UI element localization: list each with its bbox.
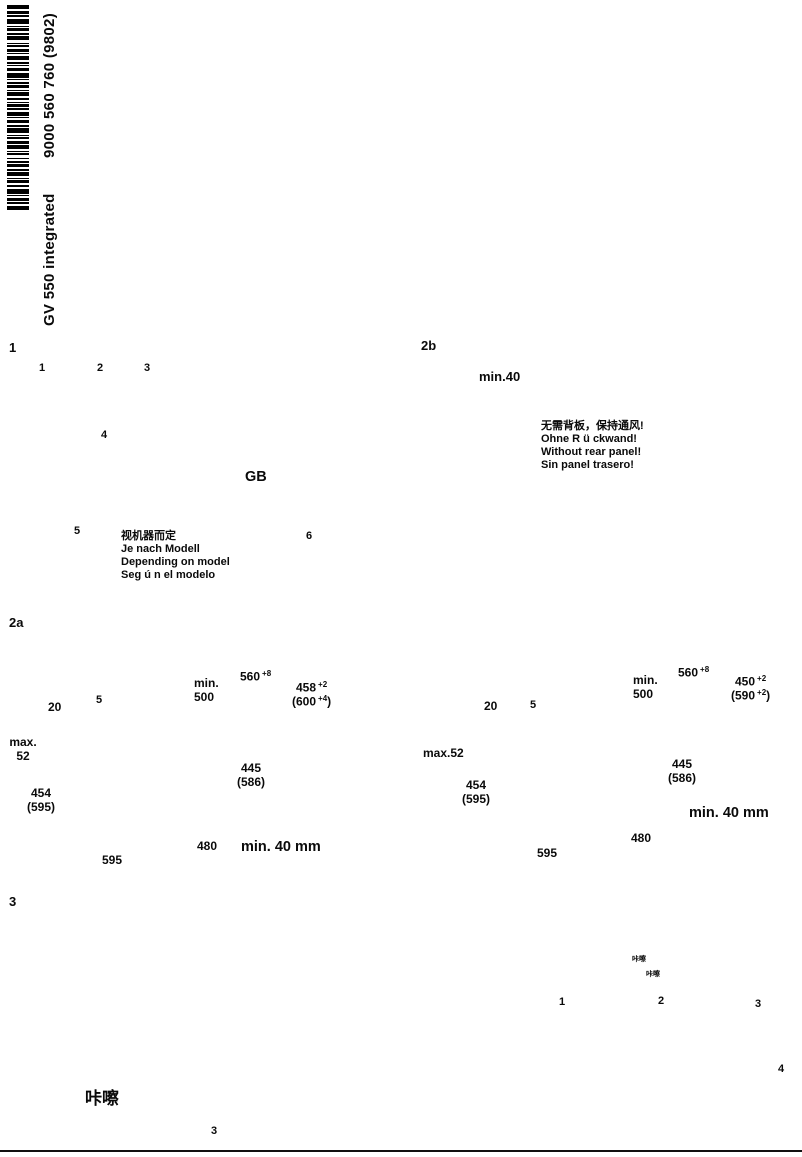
section3-label: 3 xyxy=(9,894,17,909)
left-dim-454: 454 (595) xyxy=(26,786,55,814)
right-dim-450: 450 +2 xyxy=(735,674,767,689)
min-gap-40: min.40 xyxy=(479,369,521,384)
click-sound-small-2: 咔嚓 xyxy=(646,971,660,978)
rear-panel-note-de: Ohne R ü ckwand! xyxy=(541,433,637,445)
right-dim-595: 595 xyxy=(537,846,558,860)
left-dim-595: 595 xyxy=(102,853,123,867)
right-vent-note: min. 40 mm xyxy=(689,805,769,821)
right-dim-454: 454 (595) xyxy=(461,778,490,806)
section3-step-1: 1 xyxy=(559,996,566,1008)
model-note: 视机器而定 Je nach Modell Depending on model … xyxy=(121,530,230,582)
section1-step-3: 3 xyxy=(144,362,151,374)
section1-step-4: 4 xyxy=(101,429,108,441)
section1-step-2: 2 xyxy=(97,362,104,374)
left-gap-20: 20 xyxy=(48,700,62,714)
click-sound-small-1: 咔嚓 xyxy=(632,956,646,963)
left-gap-5: 5 xyxy=(96,694,103,706)
right-dim-445: 445 (586) xyxy=(667,757,696,785)
left-dim-480: 480 xyxy=(197,839,218,853)
rear-panel-note-es: Sin panel trasero! xyxy=(541,459,634,471)
section2b-label: 2b xyxy=(421,338,437,353)
section3-footer-step: 3 xyxy=(211,1125,218,1137)
section1-step-1: 1 xyxy=(39,362,46,374)
rear-panel-note-zh: 无需背板，保持通风! xyxy=(541,420,644,432)
left-dim-600: (600 +4) xyxy=(292,694,332,709)
bottom-rule xyxy=(0,1150,802,1152)
left-dim-445: 445 (586) xyxy=(236,761,265,789)
left-dim-458: 458 +2 xyxy=(296,680,328,695)
left-niche-min: min. 500 xyxy=(194,676,219,704)
left-vent-note: min. 40 mm xyxy=(241,839,321,855)
section1-step-5: 5 xyxy=(74,525,81,537)
model-note-zh: 视机器而定 xyxy=(121,530,176,542)
part-number: 9000 560 760 (9802) xyxy=(41,13,58,158)
rear-panel-note-en: Without rear panel! xyxy=(541,446,642,458)
region-code: GB xyxy=(245,469,267,485)
right-max-52: max.52 xyxy=(423,746,464,760)
left-max-52: max. 52 xyxy=(9,735,37,763)
section3-step-2: 2 xyxy=(658,995,665,1007)
right-niche-min: min. 500 xyxy=(633,673,658,701)
barcode-icon xyxy=(7,5,29,212)
rear-panel-note: 无需背板，保持通风! Ohne R ü ckwand! Without rear… xyxy=(541,420,644,472)
left-dim-560: 560 +8 xyxy=(240,669,272,684)
right-dim-560: 560 +8 xyxy=(678,665,710,680)
model-note-de: Je nach Modell xyxy=(121,543,200,555)
section1-label: 1 xyxy=(9,340,17,355)
section3-step-4: 4 xyxy=(778,1063,785,1075)
right-dim-480: 480 xyxy=(631,831,652,845)
right-gap-5: 5 xyxy=(530,699,537,711)
section1-step-6: 6 xyxy=(306,530,313,542)
section3-step-3: 3 xyxy=(755,998,762,1010)
model-note-en: Depending on model xyxy=(121,556,230,568)
right-gap-20: 20 xyxy=(484,699,498,713)
right-dim-590: (590 +2) xyxy=(731,688,771,703)
click-sound-large: 咔嚓 xyxy=(85,1089,119,1108)
section2a-label: 2a xyxy=(9,615,24,630)
model-name: GV 550 integrated xyxy=(41,193,58,326)
model-note-es: Seg ú n el modelo xyxy=(121,569,216,581)
